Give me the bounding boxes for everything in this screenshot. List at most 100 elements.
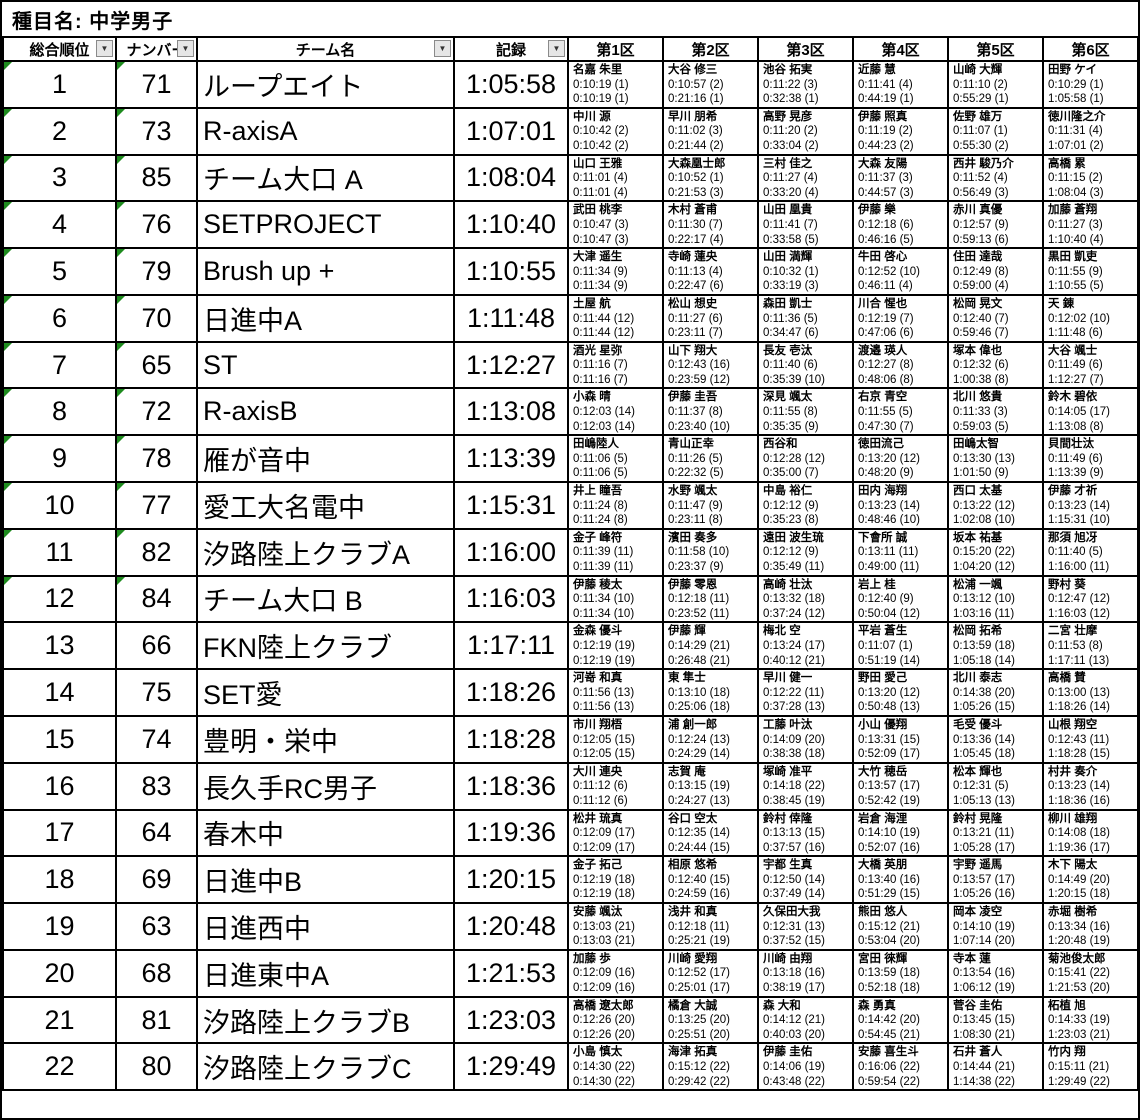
team-row: 9 78 雁が音中 1:13:39 田嶋陸人 0:11:06 (5) 0:11:06 (5)… xyxy=(2,434,1138,484)
cumulative-time: 0:23:52 (11) xyxy=(668,607,730,620)
column-header-rank: 総合順位 ▼ xyxy=(2,36,117,62)
number-cell: 80 xyxy=(115,1042,198,1092)
record-cell: 1:13:39 xyxy=(453,434,569,484)
leg-cell: 徳田流己 0:13:20 (12) 0:48:20 (9) xyxy=(852,434,949,484)
team-row: 1 71 ループエイト 1:05:58 名嘉 朱里 0:10:19 (1) 0:10:19 … xyxy=(2,60,1138,109)
runner-name: 相原 悠希 xyxy=(668,859,718,872)
leg-cell: 早川 朋希 0:11:02 (3) 0:21:44 (2) xyxy=(662,106,759,156)
leg-cell: 木下 陽太 0:14:49 (20) 1:20:15 (18) xyxy=(1042,855,1138,905)
cumulative-time: 1:18:28 (15) xyxy=(1048,748,1111,761)
cumulative-time: 0:22:17 (4) xyxy=(668,233,724,246)
error-indicator-icon xyxy=(5,484,12,492)
team-row: 12 84 チーム大口 B 1:16:03 伊藤 稜太 0:11:34 (10) 0:11:… xyxy=(2,574,1138,624)
filter-dropdown-team[interactable]: ▼ xyxy=(434,40,451,57)
cumulative-time: 0:38:45 (19) xyxy=(763,794,826,807)
leg-cell: 鈴木 碧依 0:14:05 (17) 1:13:08 (8) xyxy=(1042,387,1138,437)
leg-cell: 池谷 拓実 0:11:22 (3) 0:32:38 (1) xyxy=(757,60,854,109)
cumulative-time: 1:19:36 (17) xyxy=(1048,841,1111,854)
runner-name: 田野 ケイ xyxy=(1048,64,1097,76)
leg-time: 0:12:31 (13) xyxy=(763,920,826,933)
leg-cell: 安藤 喜生斗 0:16:06 (22) 0:59:54 (22) xyxy=(852,1042,949,1092)
column-header-record-label: 記録 xyxy=(495,41,526,59)
cumulative-time: 0:24:27 (13) xyxy=(668,794,731,807)
leg-cell: 宇都 生真 0:12:50 (14) 0:37:49 (14) xyxy=(757,855,854,905)
column-header-team: チーム名 ▼ xyxy=(196,36,455,62)
runner-name: 川崎 由翔 xyxy=(763,952,813,965)
record-cell: 1:08:04 xyxy=(453,153,569,203)
leg-cell: 右京 青空 0:11:55 (5) 0:47:30 (7) xyxy=(852,387,949,437)
runner-name: 鈴村 倖隆 xyxy=(763,812,813,825)
runner-name: 高崎 壮汰 xyxy=(763,578,813,591)
leg-time: 0:11:07 (1) xyxy=(953,125,1008,138)
error-indicator-icon xyxy=(118,203,125,211)
leg-cell: 大森 友陽 0:11:37 (3) 0:44:57 (3) xyxy=(852,153,949,203)
cumulative-time: 0:49:00 (11) xyxy=(858,561,920,573)
team-name-cell: Brush up + xyxy=(196,247,455,296)
filter-dropdown-rank[interactable]: ▼ xyxy=(96,40,113,57)
runner-name: 松岡 晃文 xyxy=(953,297,1003,310)
runner-name: 山田 凰貴 xyxy=(763,204,813,217)
leg-cell: 山根 翔空 0:12:43 (11) 1:18:28 (15) xyxy=(1042,714,1138,764)
leg-cell: 加藤 歩 0:12:09 (16) 0:12:09 (16) xyxy=(567,948,664,998)
cumulative-time: 0:44:19 (1) xyxy=(858,93,914,106)
runner-name: 山田 満輝 xyxy=(763,251,813,264)
team-name-cell: SET愛 xyxy=(196,668,455,717)
leg-time: 0:13:31 (15) xyxy=(858,733,921,746)
cumulative-time: 1:12:27 (7) xyxy=(1048,373,1104,386)
runner-name: 三村 佳之 xyxy=(763,157,813,170)
leg-time: 0:16:06 (22) xyxy=(858,1061,921,1073)
runner-name: 高野 晃彦 xyxy=(763,110,813,123)
cumulative-time: 1:16:03 (12) xyxy=(1048,607,1111,620)
error-indicator-icon xyxy=(118,250,125,258)
filter-dropdown-number[interactable]: ▼ xyxy=(177,40,194,57)
cumulative-time: 0:40:12 (21) xyxy=(763,654,826,667)
rank-cell: 21 xyxy=(2,995,117,1045)
runner-name: 渡邉 瑛人 xyxy=(858,344,908,357)
runner-name: 市川 翔梧 xyxy=(573,718,623,731)
cumulative-time: 0:47:06 (6) xyxy=(858,327,914,340)
cumulative-time: 1:05:26 (15) xyxy=(953,701,1016,714)
leg-time: 0:13:25 (20) xyxy=(668,1014,731,1027)
cumulative-time: 0:26:48 (21) xyxy=(668,654,731,667)
runner-name: 田嶋太智 xyxy=(953,438,999,451)
leg-time: 0:12:19 (19) xyxy=(573,639,636,652)
leg-cell: 長友 壱汰 0:11:40 (6) 0:35:39 (10) xyxy=(757,340,854,390)
leg-time: 0:11:56 (13) xyxy=(573,686,635,699)
leg-time: 0:11:41 (7) xyxy=(763,218,818,231)
filter-dropdown-record[interactable]: ▼ xyxy=(548,40,565,57)
leg-time: 0:11:40 (5) xyxy=(1048,546,1103,559)
cumulative-time: 0:11:39 (11) xyxy=(573,561,634,573)
results-table: 総合順位 ▼ ナンバー ▼ チーム名 ▼ 記録 ▼ 第1区 第2区 第3区 xyxy=(2,36,1138,1092)
number-cell: 63 xyxy=(115,902,198,951)
runner-name: 酒光 星弥 xyxy=(573,344,623,357)
leg-time: 0:12:12 (9) xyxy=(763,499,819,512)
cumulative-time: 1:15:31 (10) xyxy=(1048,514,1111,527)
leg-time: 0:13:54 (16) xyxy=(953,967,1016,980)
cumulative-time: 0:55:30 (2) xyxy=(953,139,1009,152)
leg-time: 0:14:08 (18) xyxy=(1048,827,1111,840)
team-row: 7 65 ST 1:12:27 酒光 星弥 0:11:16 (7) 0:11:16 (7) 山… xyxy=(2,340,1138,390)
cumulative-time: 0:44:23 (2) xyxy=(858,139,914,152)
leg-time: 0:13:23 (14) xyxy=(1048,780,1111,793)
runner-name: 浅井 和真 xyxy=(668,906,718,919)
team-row: 16 83 長久手RC男子 1:18:36 大川 連央 0:11:12 (6) 0:11:1… xyxy=(2,761,1138,811)
cumulative-time: 0:14:30 (22) xyxy=(573,1075,636,1088)
error-indicator-icon xyxy=(118,296,125,304)
leg-time: 0:10:47 (3) xyxy=(573,218,629,231)
leg-cell: 高崎 壮汰 0:13:32 (18) 0:37:24 (12) xyxy=(757,574,854,624)
rank-cell: 18 xyxy=(2,855,117,905)
leg-cell: 中島 裕仁 0:12:12 (9) 0:35:23 (8) xyxy=(757,481,854,530)
leg-time: 0:11:47 (9) xyxy=(668,499,723,512)
cumulative-time: 1:13:08 (8) xyxy=(1048,420,1104,433)
error-indicator-icon xyxy=(118,577,125,585)
leg-time: 0:11:27 (6) xyxy=(668,312,723,325)
leg-cell: 大橋 英朋 0:13:40 (16) 0:51:29 (15) xyxy=(852,855,949,905)
leg-time: 0:12:57 (9) xyxy=(953,218,1009,231)
error-indicator-icon xyxy=(5,109,12,117)
cumulative-time: 0:11:16 (7) xyxy=(573,373,628,386)
team-name-cell: 汐路陸上クラブB xyxy=(196,995,455,1045)
leg-cell: 近藤 慧 0:11:41 (4) 0:44:19 (1) xyxy=(852,60,949,109)
leg-time: 0:11:39 (11) xyxy=(573,546,634,559)
leg-cell: 東 隼士 0:13:10 (18) 0:25:06 (18) xyxy=(662,668,759,717)
